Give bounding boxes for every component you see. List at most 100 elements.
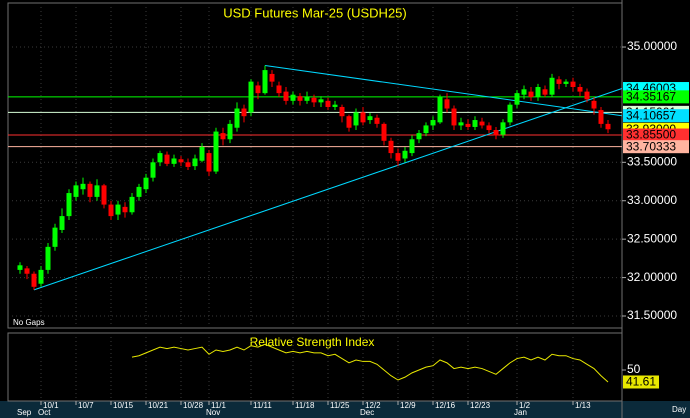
candle-body	[80, 183, 86, 190]
candle-body	[493, 130, 499, 136]
candle-body	[87, 183, 93, 197]
chart-title: USD Futures Mar-25 (USDH25)	[223, 5, 407, 20]
candle-body	[255, 85, 261, 94]
x-tick-label: 11/25	[330, 401, 350, 410]
month-label: Sep	[17, 408, 32, 417]
candle-body	[220, 133, 226, 140]
candle-body	[283, 91, 289, 101]
candle-body	[297, 96, 303, 101]
candle-body	[276, 85, 282, 94]
candle-body	[479, 121, 485, 126]
candle-body	[262, 70, 268, 94]
y-tick-label: 35.00000	[627, 39, 677, 53]
level-label-box	[623, 128, 689, 142]
x-tick-label: 10/28	[183, 401, 204, 410]
candle-body	[444, 99, 450, 109]
y-tick-label: 33.50000	[627, 154, 677, 168]
x-tick-label: 10/7	[78, 401, 94, 410]
candle-body	[430, 120, 436, 126]
y-tick-label: 32.50000	[627, 231, 677, 245]
candle-body	[318, 99, 324, 103]
candle-body	[115, 204, 121, 215]
candle-body	[374, 117, 380, 124]
rsi-title: Relative Strength Index	[250, 335, 375, 349]
y-tick-label: 32.00000	[627, 270, 677, 284]
candle-body	[570, 81, 576, 87]
candle-body	[136, 186, 142, 197]
candle-body	[535, 86, 541, 97]
candle-body	[185, 162, 191, 167]
month-label: Jan	[514, 408, 527, 417]
level-label-box	[623, 109, 689, 123]
candle-body	[38, 269, 44, 284]
x-tick-label: 12/2	[365, 401, 381, 410]
x-tick-label: 11/18	[295, 401, 315, 410]
candle-body	[332, 104, 338, 107]
x-axis-band	[0, 401, 690, 418]
candle-body	[157, 153, 163, 163]
candle-body	[346, 116, 352, 128]
candle-body	[339, 106, 345, 117]
candle-body	[143, 177, 149, 190]
candle-body	[73, 185, 79, 197]
candle-body	[458, 122, 464, 126]
candle-body	[598, 110, 604, 124]
candle-body	[360, 112, 366, 123]
level-label: 34.35167	[626, 90, 676, 104]
candle-body	[234, 108, 240, 128]
rsi-line	[131, 343, 609, 383]
rsi-value-box	[623, 375, 659, 389]
candle-body	[549, 77, 555, 95]
y-tick-label: 33.00000	[627, 193, 677, 207]
level-label: 34.10657	[626, 108, 676, 122]
candle-body	[472, 120, 478, 127]
candle-body	[353, 112, 359, 126]
x-tick-label: 10/21	[148, 401, 169, 410]
candle-body	[437, 96, 443, 123]
level-label: 33.70333	[626, 139, 676, 153]
candle-body	[108, 204, 114, 217]
x-tick-label: 11/11	[253, 401, 272, 410]
candle-body	[269, 73, 275, 82]
candle-body	[45, 246, 51, 270]
trendline	[33, 88, 623, 291]
x-tick-label: 1/13	[575, 401, 591, 410]
candle-body	[304, 96, 310, 101]
candle-body	[528, 91, 534, 97]
level-label-box	[623, 140, 689, 154]
candle-body	[381, 123, 387, 141]
level-label: 33.85500	[626, 128, 676, 142]
candle-body	[122, 206, 128, 213]
candle-body	[17, 265, 23, 270]
candle-body	[563, 81, 569, 84]
candle-body	[241, 108, 247, 117]
rsi-value-label: 41.61	[626, 375, 656, 389]
candle-body	[164, 154, 170, 164]
candle-body	[465, 123, 471, 127]
candle-body	[388, 140, 394, 154]
candle-body	[59, 216, 65, 230]
candle-body	[192, 158, 198, 167]
candle-body	[52, 227, 58, 247]
candle-body	[199, 146, 205, 161]
candle-body	[605, 123, 611, 130]
month-label: Oct	[38, 408, 51, 417]
rsi-y-tick-label: 50	[627, 362, 641, 376]
candle-body	[311, 97, 317, 103]
candle-body	[178, 159, 184, 163]
candle-body	[402, 150, 408, 159]
candle-body	[584, 91, 590, 100]
candle-body	[129, 196, 135, 213]
x-tick-label: 12/23	[470, 401, 491, 410]
x-tick-label: 12/9	[400, 401, 416, 410]
candle-body	[521, 89, 527, 95]
month-label: Dec	[360, 408, 374, 417]
month-label: Nov	[206, 408, 220, 417]
gaps-note: No Gaps	[13, 318, 45, 327]
candle-body	[367, 116, 373, 121]
candle-body	[206, 153, 212, 172]
candle-body	[542, 89, 548, 95]
x-tick-label: 1/2	[519, 401, 531, 410]
